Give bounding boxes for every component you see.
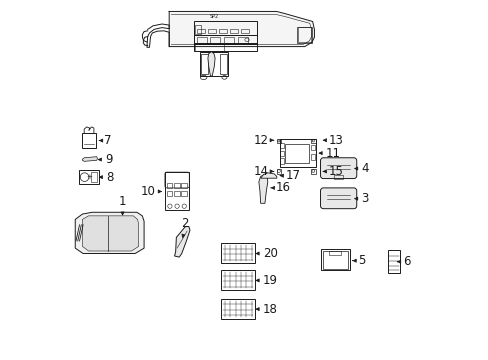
Bar [199, 51, 228, 76]
Bar [181, 191, 186, 196]
Polygon shape [260, 173, 276, 178]
Bar [297, 27, 310, 42]
Text: +: + [86, 174, 92, 180]
Bar [237, 37, 247, 42]
Bar [174, 191, 179, 196]
Bar [285, 144, 309, 163]
Bar [195, 25, 201, 34]
Text: 7: 7 [104, 134, 112, 147]
Bar [196, 29, 204, 33]
Text: 3: 3 [361, 192, 368, 205]
Bar [221, 299, 255, 319]
Text: 9: 9 [105, 153, 112, 166]
Bar [297, 27, 311, 43]
Bar [221, 243, 255, 263]
Text: 1: 1 [119, 195, 126, 208]
Text: 20: 20 [262, 247, 277, 260]
Bar [224, 37, 234, 42]
Text: SP2: SP2 [209, 14, 218, 19]
Polygon shape [207, 51, 215, 76]
Bar [164, 172, 189, 211]
Bar [195, 44, 224, 50]
Text: 19: 19 [262, 274, 277, 287]
Bar [210, 37, 220, 42]
Text: 10: 10 [141, 185, 155, 198]
Polygon shape [75, 212, 144, 253]
Bar [219, 29, 226, 33]
Text: 16: 16 [276, 181, 290, 194]
Bar [276, 168, 281, 174]
Bar [310, 139, 315, 143]
Text: 8: 8 [106, 171, 113, 184]
Bar [328, 251, 341, 255]
Bar [194, 21, 257, 36]
Text: 5: 5 [357, 254, 365, 267]
Text: 15: 15 [328, 165, 343, 178]
Bar [201, 54, 207, 74]
Bar [333, 175, 343, 179]
Text: 12: 12 [253, 134, 268, 147]
Bar [207, 29, 215, 33]
Bar [167, 191, 172, 196]
Bar [196, 37, 206, 42]
Bar [310, 168, 315, 174]
Text: 14: 14 [253, 165, 268, 178]
Bar [280, 150, 284, 156]
Bar [91, 172, 97, 182]
Text: 18: 18 [262, 303, 277, 316]
Text: 2: 2 [181, 217, 188, 230]
Bar [230, 29, 238, 33]
Polygon shape [82, 216, 139, 251]
Bar [194, 36, 257, 44]
Text: 17: 17 [285, 169, 300, 182]
Bar [280, 158, 284, 164]
Bar [320, 249, 349, 270]
Bar [174, 183, 179, 188]
Bar [310, 154, 314, 159]
Bar [310, 145, 314, 150]
Bar [279, 139, 315, 167]
Bar [280, 143, 284, 148]
FancyBboxPatch shape [320, 158, 356, 179]
Bar [181, 183, 186, 188]
Bar [221, 270, 255, 290]
Polygon shape [174, 226, 190, 257]
FancyBboxPatch shape [320, 188, 356, 209]
Bar [220, 54, 226, 74]
Bar [322, 251, 347, 269]
Polygon shape [169, 12, 314, 46]
Text: 13: 13 [328, 134, 343, 147]
Bar [276, 139, 281, 143]
Bar [79, 170, 99, 184]
Text: 11: 11 [325, 147, 340, 159]
Bar [82, 134, 96, 148]
Bar [241, 29, 249, 33]
Polygon shape [82, 157, 97, 161]
Bar [167, 183, 172, 188]
Polygon shape [258, 175, 267, 203]
Bar [387, 250, 400, 273]
Text: 4: 4 [361, 162, 368, 175]
Bar [194, 43, 257, 51]
Text: 6: 6 [402, 255, 409, 268]
